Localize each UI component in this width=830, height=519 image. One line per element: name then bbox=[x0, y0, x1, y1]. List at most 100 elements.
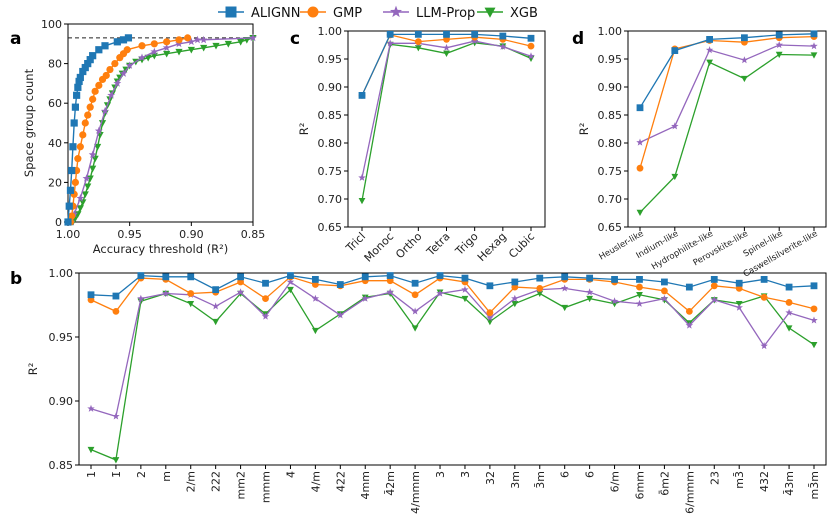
b-point-xgb bbox=[561, 304, 569, 312]
d-point-llm-prop bbox=[636, 138, 644, 146]
b-point-llm-prop bbox=[660, 294, 669, 302]
d-ytick-label: 0.80 bbox=[598, 137, 623, 150]
b-point-xgb bbox=[311, 327, 319, 335]
panel-a: 0 20 40 60 80 100 1.00 0.95 0.90 0.85 Accuracy thr… bbox=[22, 18, 265, 256]
a-point-alignn bbox=[70, 119, 78, 127]
b-xtick-label: 6̄m2 bbox=[658, 471, 671, 496]
panel-b: 0.85 0.90 0.95 1.00 1 1̄ 2 m 2/m 222 mm2 mmm 4̄ 4/m 42… bbox=[26, 267, 827, 514]
b-point-llm-prop bbox=[87, 404, 95, 412]
c-ytick-label: 0.75 bbox=[318, 165, 343, 178]
a-point-llm-prop bbox=[162, 43, 171, 52]
b-point-alignn bbox=[212, 286, 220, 294]
a-point-gmp bbox=[138, 42, 146, 50]
a-point-xgb bbox=[98, 120, 107, 127]
b-point-xgb bbox=[87, 446, 95, 454]
b-point-xgb bbox=[212, 318, 220, 326]
b-point-llm-prop bbox=[311, 294, 320, 302]
a-point-gmp bbox=[123, 46, 131, 54]
d-point-alignn bbox=[775, 31, 783, 39]
b-point-alignn bbox=[611, 276, 618, 283]
a-point-llm-prop bbox=[119, 69, 128, 77]
b-xtick-label: 1̄ bbox=[110, 471, 123, 478]
b-point-alignn bbox=[810, 282, 818, 290]
b-xtick-label: 4mm bbox=[359, 471, 372, 499]
b-point-gmp bbox=[187, 290, 195, 297]
b-point-llm-prop bbox=[486, 313, 494, 321]
b-point-alignn bbox=[311, 276, 319, 283]
c-point-llm-prop bbox=[470, 37, 479, 45]
b-point-alignn bbox=[486, 282, 494, 290]
c-point-gmp bbox=[414, 38, 422, 46]
b-point-llm-prop bbox=[436, 289, 444, 297]
a-point-alignn bbox=[119, 36, 128, 44]
b-xtick-label: 1 bbox=[85, 471, 98, 478]
b-point-gmp bbox=[237, 278, 244, 286]
c-ytick-label: 0.80 bbox=[318, 137, 343, 150]
panel-letter-b: b bbox=[10, 269, 22, 289]
b-point-alignn bbox=[361, 273, 369, 281]
d-ytick-label: 0.70 bbox=[598, 193, 623, 206]
a-point-gmp bbox=[175, 36, 183, 44]
b-point-gmp bbox=[87, 296, 95, 304]
b-point-llm-prop bbox=[785, 308, 793, 316]
c-ytick-label: 0.95 bbox=[318, 53, 343, 66]
a-point-xgb bbox=[175, 48, 183, 56]
b-xtick-label: 3̄m bbox=[534, 471, 547, 489]
c-ytick-label: 0.65 bbox=[318, 221, 343, 234]
b-point-llm-prop bbox=[511, 294, 519, 302]
b-point-llm-prop bbox=[211, 302, 220, 310]
c-point-llm-prop bbox=[386, 39, 394, 47]
b-point-xgb bbox=[461, 295, 469, 303]
a-point-llm-prop bbox=[76, 194, 85, 202]
b-point-llm-prop bbox=[610, 297, 619, 305]
b-point-gmp bbox=[685, 308, 693, 315]
a-point-llm-prop bbox=[82, 174, 91, 182]
a-point-alignn bbox=[69, 143, 77, 151]
b-point-alignn bbox=[411, 279, 419, 287]
b-point-gmp bbox=[411, 291, 419, 299]
panel-letter-a: a bbox=[10, 29, 21, 49]
a-point-llm-prop bbox=[88, 150, 97, 159]
b-point-llm-prop bbox=[461, 285, 469, 293]
b-point-alignn bbox=[112, 292, 120, 300]
d-point-llm-prop bbox=[810, 42, 818, 50]
a-ytick-label: 40 bbox=[48, 137, 62, 150]
d-ytick-label: 0.95 bbox=[598, 53, 623, 66]
b-point-llm-prop bbox=[261, 312, 270, 320]
a-xtick-label: 0.90 bbox=[179, 228, 204, 241]
c-xtick-label: Hexag bbox=[475, 230, 509, 264]
a-point-gmp bbox=[91, 87, 99, 95]
b-xtick-label: 6̄ bbox=[584, 471, 597, 478]
b-point-alignn bbox=[137, 272, 145, 279]
a-point-gmp bbox=[81, 119, 89, 127]
d-point-xgb bbox=[706, 59, 713, 66]
b-point-llm-prop bbox=[361, 294, 369, 302]
c-ytick-label: 0.90 bbox=[318, 81, 343, 94]
c-point-llm-prop bbox=[499, 42, 507, 50]
a-point-xgb bbox=[163, 50, 171, 58]
c-point-gmp bbox=[527, 42, 535, 50]
a-point-gmp bbox=[184, 34, 192, 42]
d-point-xgb bbox=[671, 173, 679, 181]
a-point-xgb bbox=[94, 143, 102, 151]
a-point-llm-prop bbox=[199, 35, 208, 44]
c-xtick-label: Ortho bbox=[393, 230, 424, 261]
b-point-gmp bbox=[536, 284, 544, 292]
a-point-alignn bbox=[84, 60, 92, 68]
d-series-xgb bbox=[639, 53, 815, 213]
a-point-llm-prop bbox=[138, 53, 146, 62]
d-ytick-label: 0.75 bbox=[598, 165, 623, 178]
b-xtick-label: m3̄m bbox=[808, 471, 821, 499]
a-point-alignn bbox=[89, 52, 97, 60]
b-point-llm-prop bbox=[685, 321, 694, 329]
d-point-alignn bbox=[741, 34, 748, 42]
b-point-llm-prop bbox=[236, 288, 245, 296]
b-point-alignn bbox=[710, 276, 718, 283]
axes-frame-d bbox=[627, 30, 827, 228]
a-point-alignn bbox=[64, 218, 72, 226]
legend-label-alignn: ALIGNN bbox=[251, 6, 301, 21]
a-xtick-label: 0.95 bbox=[117, 228, 142, 241]
a-point-xgb bbox=[91, 155, 99, 163]
legend-label-xgb: XGB bbox=[510, 6, 538, 21]
